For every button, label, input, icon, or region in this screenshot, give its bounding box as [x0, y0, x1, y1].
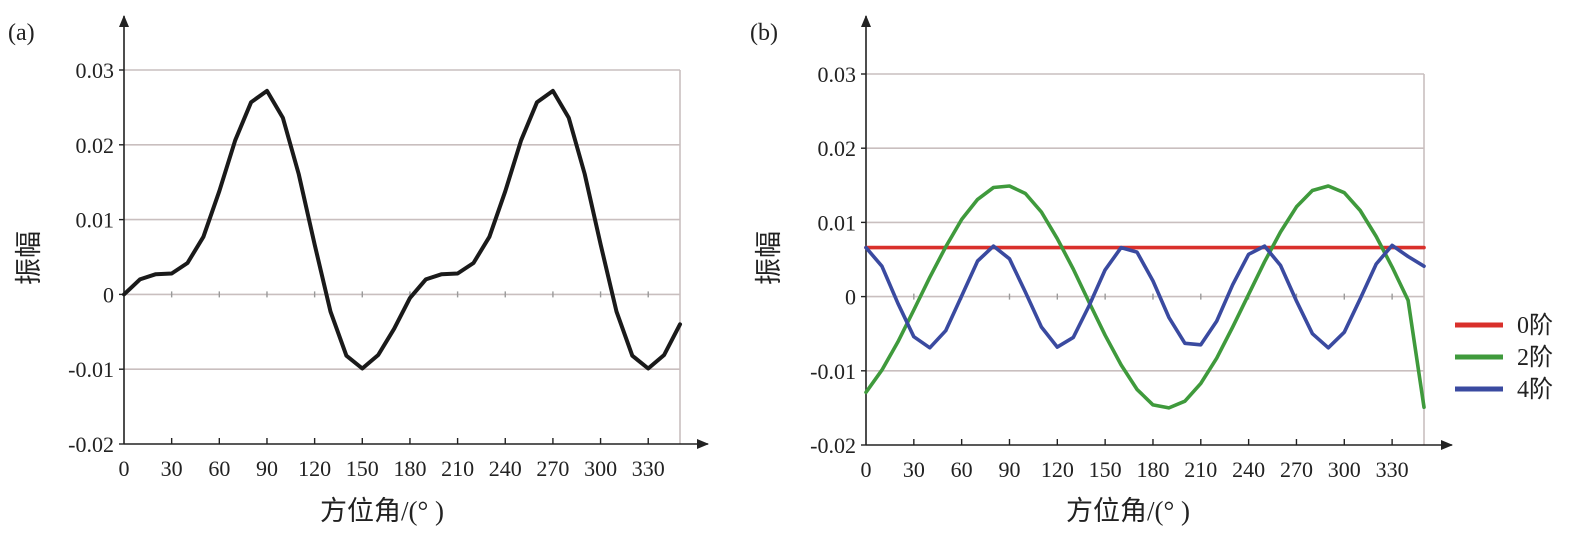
y-tick-label: 0 [103, 282, 114, 307]
legend-label: 0阶 [1517, 312, 1553, 339]
series-group [864, 184, 1426, 410]
x-tick-label: 180 [393, 456, 426, 481]
x-tick-label: 330 [1376, 457, 1409, 482]
y-axis-title: 振幅 [14, 231, 44, 285]
y-tick-label: 0.02 [76, 133, 115, 158]
x-tick-label: 330 [632, 456, 665, 481]
y-tick-label: 0 [845, 285, 856, 310]
y-tick-labels: -0.02 -0.01 0 0.01 0.02 0.03 [68, 58, 124, 457]
y-tick-label: 0.01 [818, 210, 857, 235]
x-tick-label: 210 [1184, 457, 1217, 482]
series-line-2阶 [864, 184, 1426, 410]
series-line-4阶 [864, 243, 1426, 350]
y-tick-label: 0.01 [76, 208, 115, 233]
x-tick-label: 270 [536, 456, 569, 481]
y-tick-label: -0.02 [68, 432, 114, 457]
x-tick-label: 0 [861, 457, 872, 482]
chart-panel-a: (a) -0.02 -0.01 0 0.01 0.02 0.03 0 30 60 90 120 15… [8, 15, 709, 526]
x-tick-label: 210 [441, 456, 474, 481]
x-tick-label: 30 [161, 456, 183, 481]
y-axis-title: 振幅 [754, 231, 784, 285]
x-tick-label: 300 [584, 456, 617, 481]
x-tick-label: 270 [1280, 457, 1313, 482]
x-tick-marks [170, 291, 649, 444]
x-tick-labels: 0 30 60 90 120 150 180 210 240 270 300 330 [861, 457, 1409, 482]
y-tick-labels: -0.02 -0.01 0 0.01 0.02 0.03 [810, 62, 866, 458]
grid-lines [866, 73, 1425, 445]
y-tick-label: 0.03 [818, 62, 857, 87]
legend-label: 4阶 [1517, 376, 1553, 403]
series-group [122, 88, 682, 371]
x-tick-label: 150 [1089, 457, 1122, 482]
x-tick-label: 240 [1232, 457, 1265, 482]
y-tick-label: -0.02 [810, 433, 856, 458]
x-axis-title: 方位角/(° ) [320, 496, 444, 526]
x-tick-label: 120 [1041, 457, 1074, 482]
x-tick-label: 90 [998, 457, 1020, 482]
x-tick-label: 150 [346, 456, 379, 481]
y-tick-label: 0.02 [818, 136, 857, 161]
y-tick-label: 0.03 [76, 58, 115, 83]
series-line [122, 88, 682, 371]
x-tick-label: 0 [119, 456, 130, 481]
x-tick-label: 60 [951, 457, 973, 482]
y-tick-label: -0.01 [68, 357, 114, 382]
x-tick-label: 90 [256, 456, 278, 481]
panel-label: (b) [750, 20, 778, 46]
chart-panel-b: (b) -0.02 -0.01 0 0.01 0.02 0.03 0 30 60 90 120 15… [750, 15, 1553, 526]
grid-lines [124, 69, 681, 444]
x-tick-label: 120 [298, 456, 331, 481]
y-tick-label: -0.01 [810, 359, 856, 384]
legend-label: 2阶 [1517, 344, 1553, 371]
panel-label: (a) [8, 20, 35, 46]
x-tick-labels: 0 30 60 90 120 150 180 210 240 270 300 330 [119, 456, 665, 481]
x-tick-label: 240 [489, 456, 522, 481]
x-axis-title: 方位角/(° ) [1066, 496, 1190, 526]
legend: 0阶 2阶 4阶 [1455, 312, 1553, 403]
x-tick-label: 180 [1136, 457, 1169, 482]
x-tick-label: 30 [903, 457, 925, 482]
x-tick-label: 60 [208, 456, 230, 481]
x-tick-marks [913, 293, 1393, 445]
x-tick-label: 300 [1328, 457, 1361, 482]
